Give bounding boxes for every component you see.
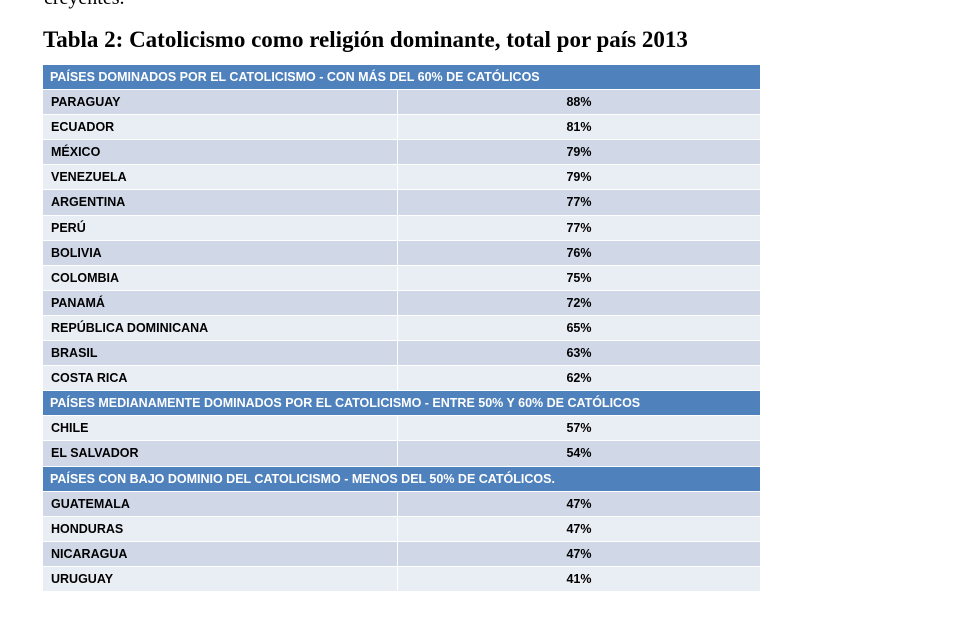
table-row: URUGUAY 41% <box>43 566 760 592</box>
percentage-cell: 79% <box>566 145 592 160</box>
percentage-cell: 62% <box>566 371 592 386</box>
percentage-cell: 47% <box>566 521 592 536</box>
table-row: REPÚBLICA DOMINICANA 65% <box>43 315 760 342</box>
table-row: BOLIVIA 76% <box>43 240 760 266</box>
table-row: MÉXICO 79% <box>43 140 760 166</box>
preceding-text: creyentes. <box>44 0 125 10</box>
percentage-cell: 47% <box>566 546 592 561</box>
country-cell: BRASIL <box>43 341 398 366</box>
table-row: GUATEMALA 47% <box>43 491 760 517</box>
table-row: PERÚ 77% <box>43 215 760 241</box>
country-cell: CHILE <box>43 416 398 441</box>
percentage-cell: 79% <box>566 170 592 185</box>
table-row: BRASIL 63% <box>43 341 760 367</box>
country-cell: EL SALVADOR <box>43 441 398 466</box>
percentage-cell: 41% <box>566 571 592 586</box>
table-row: COLOMBIA 75% <box>43 265 760 291</box>
country-cell: BOLIVIA <box>43 240 398 265</box>
country-cell: ARGENTINA <box>43 190 398 215</box>
table-row: VENEZUELA 79% <box>43 165 760 191</box>
section-header-row: PAÍSES MEDIANAMENTE DOMINADOS POR EL CAT… <box>43 391 760 417</box>
percentage-cell: 77% <box>566 195 592 210</box>
country-cell: URUGUAY <box>43 566 398 591</box>
percentage-cell: 72% <box>566 295 592 310</box>
table-row: HONDURAS 47% <box>43 516 760 542</box>
country-cell: ECUADOR <box>43 115 398 140</box>
percentage-cell: 77% <box>566 220 592 235</box>
country-cell: VENEZUELA <box>43 165 398 190</box>
table-row: COSTA RICA 62% <box>43 366 760 392</box>
percentage-cell: 47% <box>566 496 592 511</box>
catholicism-table: PAÍSES DOMINADOS POR EL CATOLICISMO - CO… <box>43 65 760 592</box>
section-header: PAÍSES CON BAJO DOMINIO DEL CATOLICISMO … <box>50 471 555 486</box>
percentage-cell: 57% <box>566 421 592 436</box>
percentage-cell: 75% <box>566 270 592 285</box>
country-cell: HONDURAS <box>43 516 398 541</box>
country-cell: PANAMÁ <box>43 290 398 315</box>
section-header: PAÍSES DOMINADOS POR EL CATOLICISMO - CO… <box>50 70 540 84</box>
percentage-cell: 88% <box>566 95 592 110</box>
section-header-row: PAÍSES CON BAJO DOMINIO DEL CATOLICISMO … <box>43 466 760 492</box>
percentage-cell: 54% <box>566 446 592 461</box>
section-header-row: PAÍSES DOMINADOS POR EL CATOLICISMO - CO… <box>43 65 760 91</box>
table-title: Tabla 2: Catolicismo como religión domin… <box>43 27 688 52</box>
percentage-cell: 63% <box>566 346 592 361</box>
country-cell: COLOMBIA <box>43 265 398 290</box>
section-header: PAÍSES MEDIANAMENTE DOMINADOS POR EL CAT… <box>50 396 641 411</box>
table-row: PANAMÁ 72% <box>43 290 760 316</box>
percentage-cell: 65% <box>566 320 592 335</box>
country-cell: COSTA RICA <box>43 366 398 391</box>
table-row: PARAGUAY 88% <box>43 90 760 116</box>
table-row: NICARAGUA 47% <box>43 541 760 567</box>
country-cell: GUATEMALA <box>43 491 398 516</box>
country-cell: REPÚBLICA DOMINICANA <box>43 315 398 341</box>
percentage-cell: 81% <box>566 120 592 135</box>
country-cell: PERÚ <box>43 215 398 240</box>
percentage-cell: 76% <box>566 245 592 260</box>
table-row: CHILE 57% <box>43 416 760 442</box>
table-row: EL SALVADOR 54% <box>43 441 760 467</box>
country-cell: PARAGUAY <box>43 90 398 115</box>
table-row: ARGENTINA 77% <box>43 190 760 216</box>
table-row: ECUADOR 81% <box>43 115 760 141</box>
country-cell: MÉXICO <box>43 140 398 165</box>
country-cell: NICARAGUA <box>43 541 398 566</box>
